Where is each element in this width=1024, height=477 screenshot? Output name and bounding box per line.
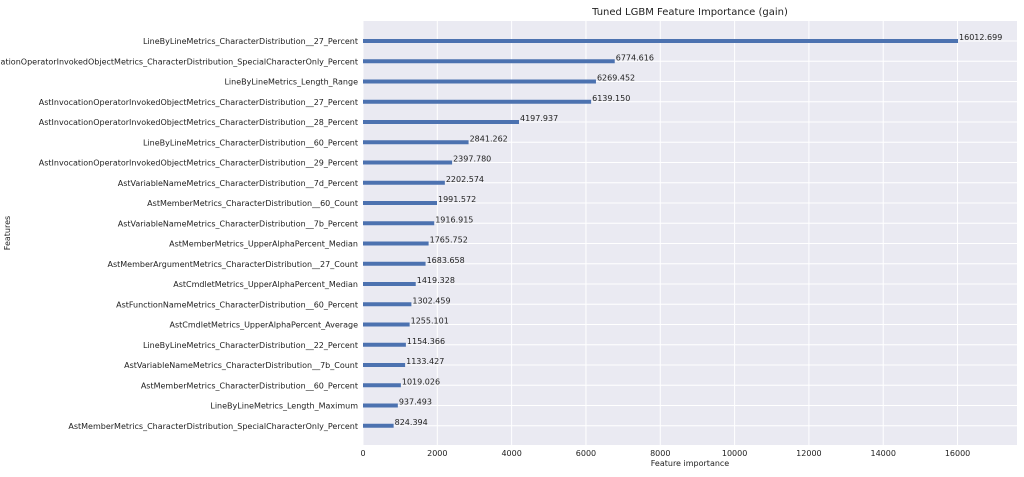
y-tick-labels: LineByLineMetrics_CharacterDistribution_… [0,37,358,431]
bar [363,322,410,327]
x-tick-labels: 0 2000 4000 6000 8000 10000 12000 14000 16000 [360,449,970,458]
y-tick-label: AstVariableNameMetrics_CharacterDistribu… [124,361,358,370]
bar [363,59,615,64]
bar [363,180,445,185]
x-tick-label: 8000 [650,449,670,458]
bar [363,282,416,286]
bar [363,140,469,145]
bar [363,403,398,408]
y-tick-label: AstMemberMetrics_UpperAlphaPercent_Media… [169,240,358,249]
y-tick-label: LineByLineMetrics_Length_Range [224,78,358,87]
y-tick-label: AstVariableNameMetrics_CharacterDistribu… [118,179,358,188]
x-tick-label: 2000 [427,449,447,458]
plot-background [363,21,1017,445]
bar-value-label: 824.394 [395,418,428,427]
y-tick-label: AstMemberArgumentMetrics_CharacterDistri… [107,260,358,269]
bar-value-label: 1255.101 [411,317,449,326]
y-tick-label: AstInvocationOperatorInvokedObjectMetric… [39,159,358,168]
x-tick-label: 4000 [501,449,521,458]
bar-value-label: 1991.572 [438,195,476,204]
y-axis-label: Features [3,216,12,250]
x-tick-label: 0 [360,449,365,458]
x-tick-label: 16000 [945,449,970,458]
bar-value-label: 2397.780 [453,155,491,164]
y-tick-label: LineByLineMetrics_CharacterDistribution_… [143,341,358,350]
y-tick-label: AstInvocationOperatorInvokedObjectMetric… [39,118,358,127]
x-axis-label: Feature importance [651,459,730,468]
y-tick-label: AstInvocationOperatorInvokedObjectMetric… [0,57,358,66]
bar-value-label: 16012.699 [959,33,1002,42]
y-tick-label: LineByLineMetrics_CharacterDistribution_… [143,138,358,147]
y-tick-label: AstVariableNameMetrics_CharacterDistribu… [118,219,358,228]
y-tick-label: LineByLineMetrics_CharacterDistribution_… [143,37,358,46]
bar [363,39,959,43]
value-labels: 16012.699 6774.616 6269.452 6139.150 4197.93… [395,33,1003,427]
bar [363,342,406,347]
bar [363,79,596,84]
bar-value-label: 6269.452 [597,74,635,83]
y-tick-label: LineByLineMetrics_Length_Maximum [210,402,358,411]
y-tick-label: AstMemberMetrics_CharacterDistribution__… [141,381,358,390]
bar-value-label: 1765.752 [430,236,468,245]
bar-value-label: 6139.150 [592,94,630,103]
bar [363,120,519,124]
y-tick-label: AstCmdletMetrics_UpperAlphaPercent_Media… [173,280,358,289]
bar-value-label: 1133.427 [406,357,444,366]
chart-title: Tuned LGBM Feature Importance (gain) [591,7,788,18]
bar [363,261,426,266]
bar [363,363,406,367]
x-tick-label: 6000 [576,449,596,458]
bar [363,241,429,246]
y-tick-label: AstFunctionNameMetrics_CharacterDistribu… [116,300,358,309]
bar-value-label: 2841.262 [470,134,508,143]
bar [363,302,412,307]
bar [363,201,438,205]
bar [363,383,401,388]
bar [363,160,453,165]
bar [363,221,435,226]
bar-value-label: 1154.366 [407,337,445,346]
bar-value-label: 1683.658 [427,256,465,265]
x-tick-label: 14000 [871,449,896,458]
x-tick-label: 10000 [722,449,747,458]
bar-value-label: 6774.616 [616,53,654,62]
bar-value-label: 1419.328 [417,276,455,285]
y-tick-label: AstMemberMetrics_CharacterDistribution__… [147,199,358,208]
bar-value-label: 1019.026 [402,377,440,386]
bar [363,99,592,104]
bar-value-label: 937.493 [399,398,432,407]
bars [363,39,959,428]
bar-value-label: 1916.915 [435,215,473,224]
y-tick-label: AstInvocationOperatorInvokedObjectMetric… [39,98,358,107]
y-tick-label: AstCmdletMetrics_UpperAlphaPercent_Avera… [170,321,359,330]
y-tick-label: AstMemberMetrics_CharacterDistribution_S… [68,422,358,431]
x-tick-label: 12000 [796,449,821,458]
bar-value-label: 4197.937 [520,114,558,123]
bar [363,423,394,428]
bar-value-label: 2202.574 [446,175,484,184]
bar-value-label: 1302.459 [412,296,450,305]
